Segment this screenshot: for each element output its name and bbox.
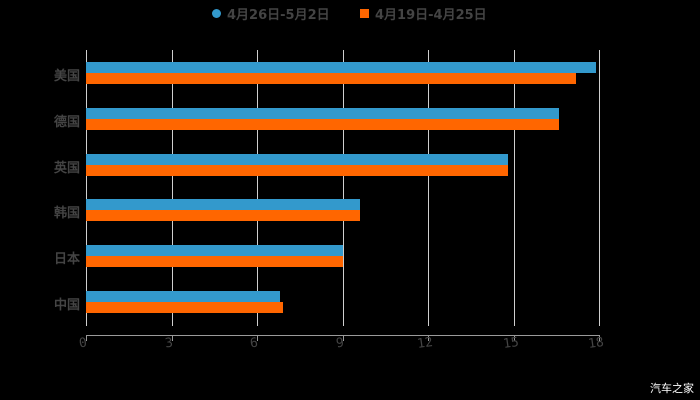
bar-series-2[interactable] — [86, 302, 283, 313]
bar-series-1[interactable] — [86, 108, 559, 119]
axis-tick — [599, 335, 600, 341]
x-tick-label: 3 — [164, 335, 174, 352]
axis-tick — [343, 335, 344, 341]
axis-tick — [257, 335, 258, 341]
bar-series-2[interactable] — [86, 210, 360, 221]
axis-tick — [86, 335, 87, 341]
x-axis-line — [86, 335, 600, 336]
legend-label: 4月19日-4月25日 — [375, 8, 487, 23]
category-label: 中国 — [53, 298, 80, 313]
chart-legend: 4月26日-5月2日 4月19日-4月25日 — [0, 4, 700, 23]
gridline — [514, 50, 515, 326]
x-tick-label: 0 — [78, 335, 88, 352]
axis-tick — [172, 335, 173, 341]
category-label: 德国 — [53, 114, 80, 130]
gridline — [343, 50, 344, 326]
axis-tick — [514, 335, 515, 341]
category-label: 美国 — [53, 69, 80, 84]
category-label: 韩国 — [53, 206, 80, 222]
legend-label: 4月26日-5月2日 — [227, 8, 330, 23]
bar-series-1[interactable] — [86, 154, 508, 165]
gridline — [599, 50, 600, 326]
axis-tick — [428, 335, 429, 341]
square-marker-icon — [360, 9, 369, 18]
x-tick-label: 12 — [416, 334, 434, 353]
bar-series-1[interactable] — [86, 291, 280, 302]
bar-series-2[interactable] — [86, 73, 576, 84]
x-tick-label: 9 — [335, 335, 345, 352]
x-tick-label: 18 — [587, 334, 605, 353]
gridline — [428, 50, 429, 326]
x-tick-label: 15 — [502, 334, 520, 353]
legend-item-series-1[interactable]: 4月26日-5月2日 — [212, 4, 330, 23]
category-label: 英国 — [53, 160, 80, 176]
watermark: 汽车之家 — [650, 382, 694, 395]
bar-series-1[interactable] — [86, 199, 360, 210]
gridline — [86, 50, 87, 326]
gridline — [257, 50, 258, 326]
bar-series-2[interactable] — [86, 256, 343, 267]
x-tick-label: 6 — [249, 335, 259, 352]
bar-series-1[interactable] — [86, 62, 596, 73]
circle-marker-icon — [212, 9, 221, 18]
category-label: 日本 — [53, 252, 80, 268]
bar-series-2[interactable] — [86, 165, 508, 176]
legend-item-series-2[interactable]: 4月19日-4月25日 — [360, 4, 487, 23]
gridline — [172, 50, 173, 326]
bar-series-1[interactable] — [86, 245, 343, 256]
bar-series-2[interactable] — [86, 119, 559, 130]
